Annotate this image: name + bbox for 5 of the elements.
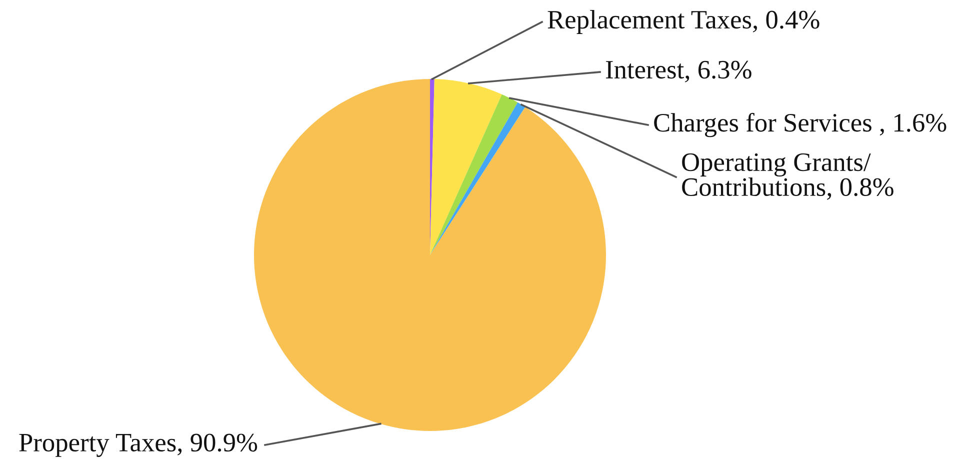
slice-label: Interest, 6.3% <box>606 60 752 82</box>
slice-label: Replacement Taxes, 0.4% <box>548 10 820 34</box>
slice-label: Property Taxes, 90.9% <box>19 434 258 457</box>
slice-label: Charges for Services , 1.6% <box>654 112 946 138</box>
slice-label: Operating Grants/ Contributions, 0.8% <box>682 153 894 200</box>
